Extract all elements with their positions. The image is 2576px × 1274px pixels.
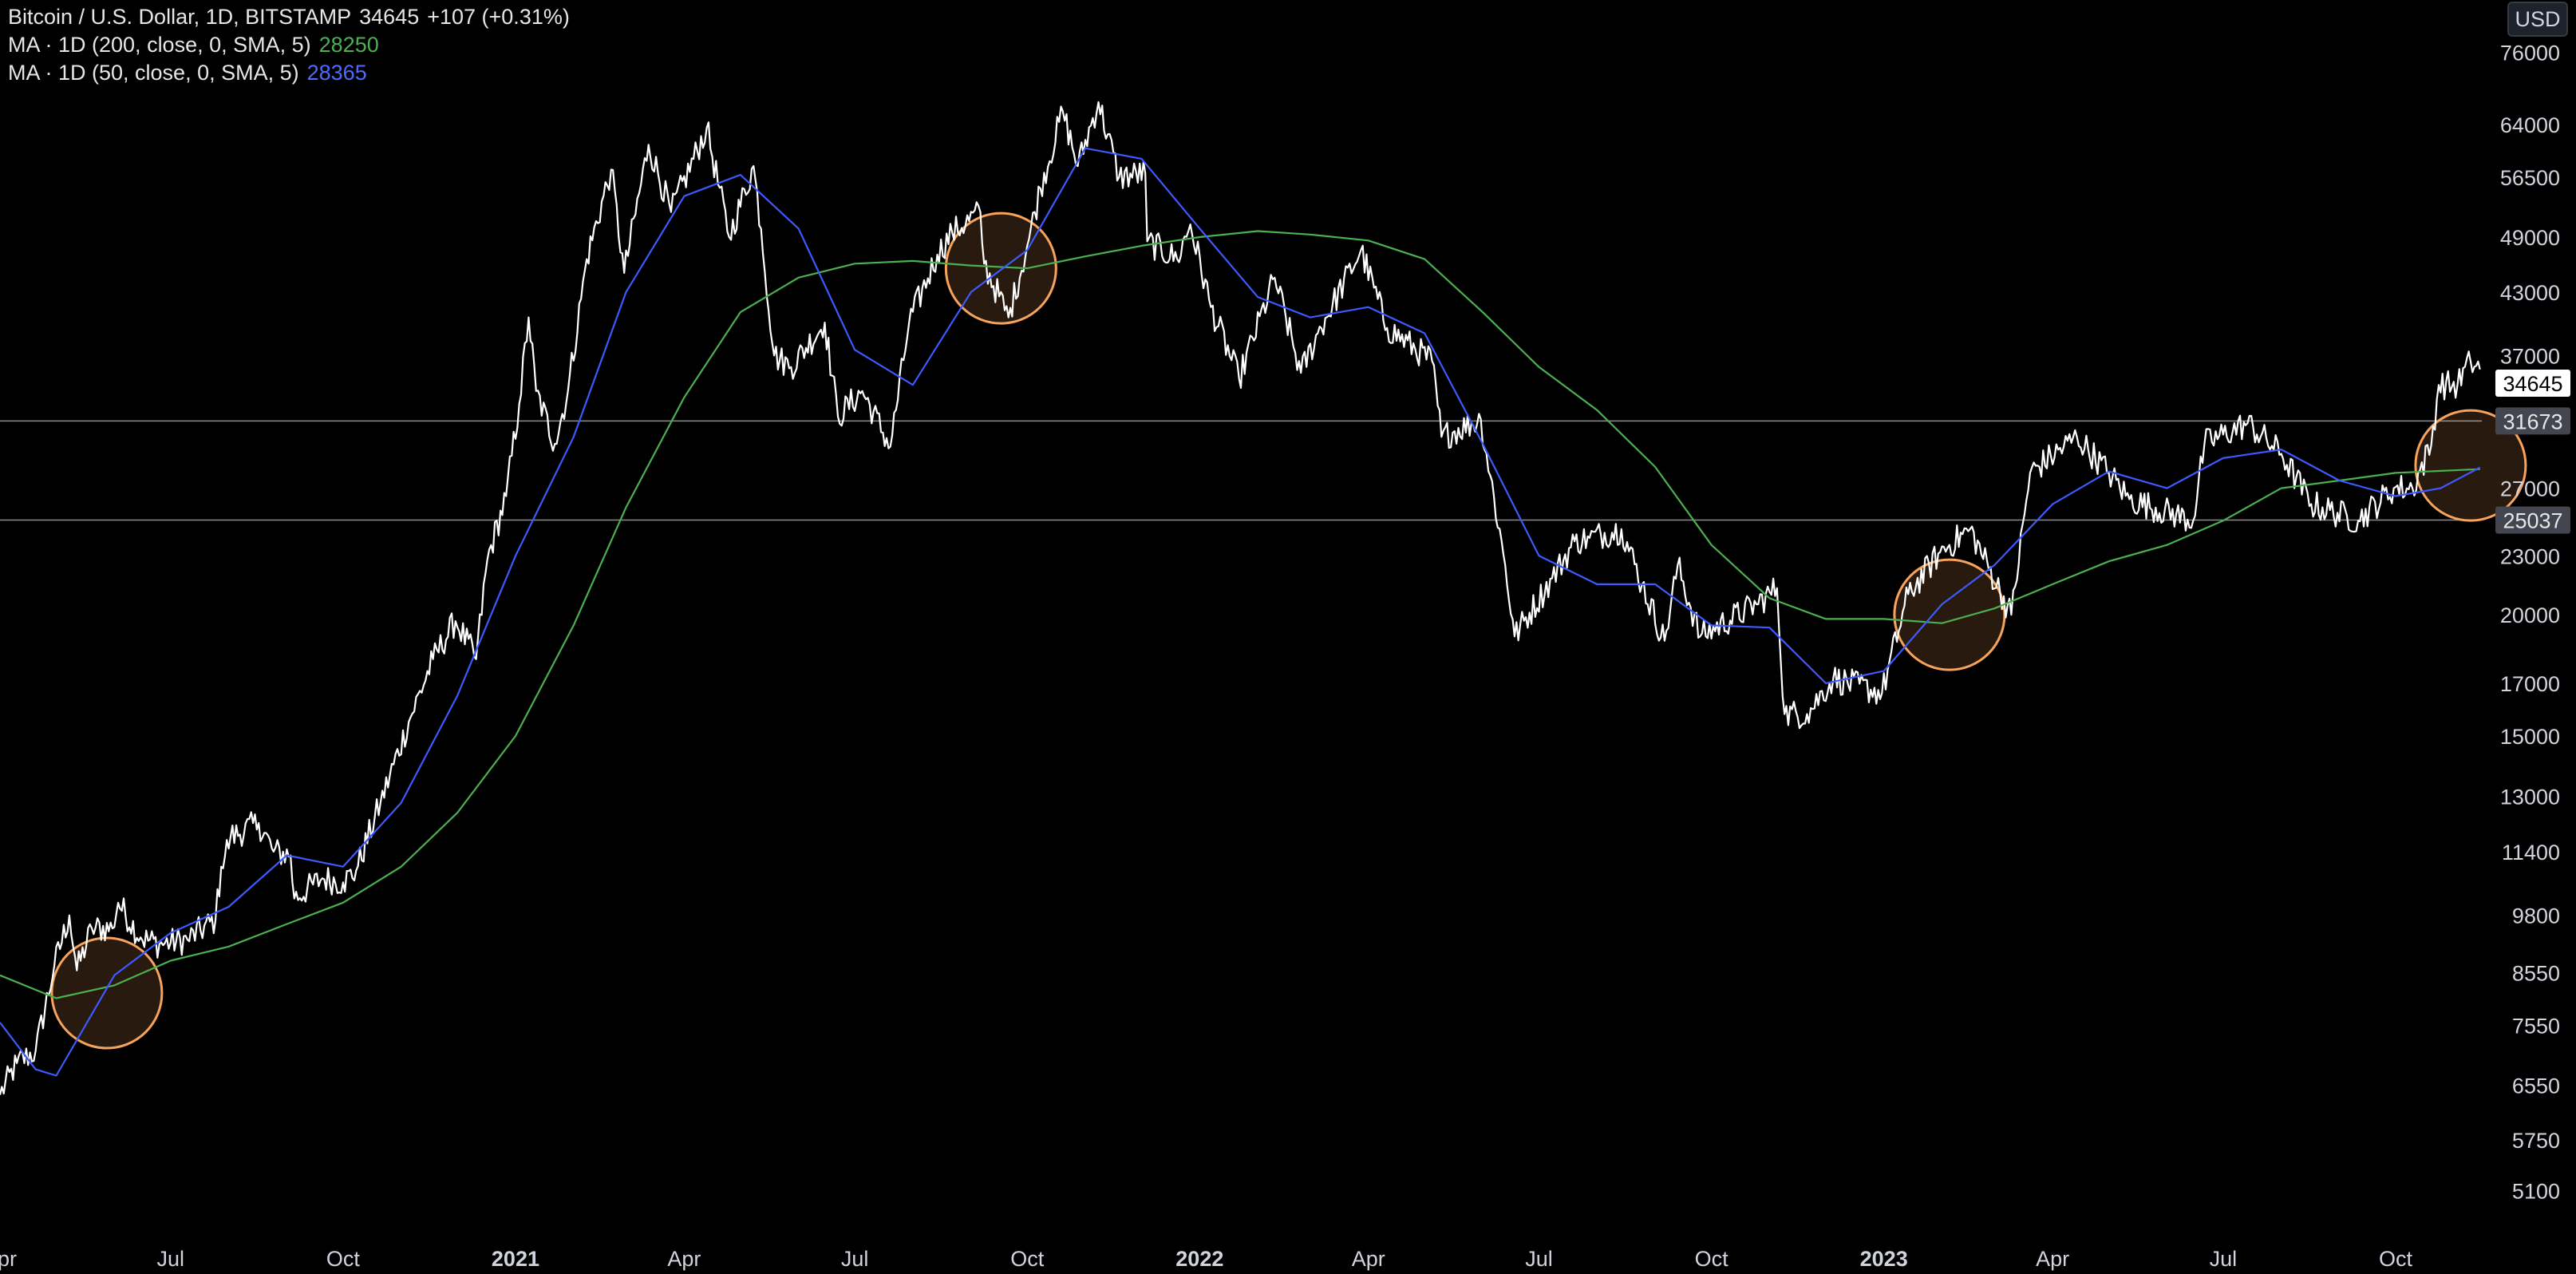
y-tick-label: 56500 — [2500, 166, 2560, 190]
x-tick-label: Oct — [2379, 1247, 2413, 1271]
x-tick-label: Jul — [841, 1247, 869, 1271]
y-tick-label: 6550 — [2512, 1074, 2560, 1098]
y-tick-label: 76000 — [2500, 41, 2560, 65]
ma200-row[interactable]: MA · 1D (200, close, 0, SMA, 5) 28250 — [8, 31, 578, 59]
x-tick-label: Oct — [1695, 1247, 1729, 1271]
ma50-line — [0, 147, 2481, 1077]
x-tick-label: Jul — [156, 1247, 184, 1271]
y-tick-label: 64000 — [2500, 113, 2560, 137]
y-tick-label: 7550 — [2512, 1014, 2560, 1038]
x-tick-label: 2022 — [1175, 1247, 1223, 1271]
x-tick-label: Apr — [2036, 1247, 2069, 1271]
x-tick-label: Apr — [667, 1247, 701, 1271]
y-tick-label: 37000 — [2500, 344, 2560, 368]
x-tick-label: 2023 — [1860, 1247, 1908, 1271]
y-tick-label: 49000 — [2500, 226, 2560, 250]
price-axis[interactable]: 76000 64000 56500 49000 43000 37000 27000 23000… — [2500, 41, 2560, 1203]
last-price: 34645 — [359, 5, 420, 29]
ma200-line — [0, 230, 2480, 999]
y-tick-label: 5750 — [2512, 1129, 2560, 1153]
y-tick-label: 43000 — [2500, 281, 2560, 305]
y-tick-label: 15000 — [2500, 725, 2560, 749]
x-tick-label: Oct — [1010, 1247, 1045, 1271]
symbol-text: Bitcoin / U.S. Dollar, 1D, BITSTAMP — [8, 5, 352, 29]
chart-legend: Bitcoin / U.S. Dollar, 1D, BITSTAMP 34645… — [8, 3, 578, 87]
price-label-text: 34645 — [2503, 372, 2562, 396]
ma50-row[interactable]: MA · 1D (50, close, 0, SMA, 5) 28365 — [8, 59, 578, 87]
highlight-circle — [2414, 409, 2527, 522]
time-axis[interactable]: Apr Jul Oct 2021 Apr Jul Oct 2022 Apr Jul Oct 2023 A… — [0, 1247, 2412, 1271]
ma50-label: MA · 1D (50, close, 0, SMA, 5) — [8, 61, 299, 85]
ma200-label: MA · 1D (200, close, 0, SMA, 5) — [8, 33, 311, 57]
price-label-text: 25037 — [2503, 508, 2562, 532]
x-tick-label: Apr — [0, 1247, 17, 1271]
price-label-box — [2495, 506, 2570, 534]
y-tick-label: 11400 — [2502, 841, 2560, 864]
y-tick-label: 17000 — [2500, 672, 2560, 696]
horizontal-levels — [0, 420, 2482, 521]
price-label-text: 31673 — [2503, 410, 2562, 433]
y-tick-label: 8550 — [2512, 962, 2560, 986]
y-tick-label: 27000 — [2500, 477, 2560, 501]
y-tick-label: 9800 — [2512, 904, 2560, 928]
y-tick-label: 5100 — [2512, 1180, 2560, 1204]
x-tick-label: Apr — [1352, 1247, 1385, 1271]
y-tick-label: 23000 — [2500, 544, 2560, 568]
currency-button[interactable]: USD — [2507, 2, 2568, 37]
price-line — [0, 101, 2481, 1095]
highlight-circles — [50, 212, 2527, 1050]
ma200-value: 28250 — [318, 33, 379, 57]
x-tick-label: Jul — [2210, 1247, 2238, 1271]
price-label-box — [2495, 407, 2570, 435]
highlight-circle — [50, 936, 164, 1050]
price-label-box — [2495, 370, 2570, 398]
highlight-circle — [1893, 558, 2006, 671]
ma50-value: 28365 — [306, 61, 367, 85]
y-tick-label: 13000 — [2500, 785, 2560, 809]
price-change: +107 (+0.31%) — [427, 5, 570, 29]
symbol-row[interactable]: Bitcoin / U.S. Dollar, 1D, BITSTAMP 34645… — [8, 3, 578, 31]
x-tick-label: 2021 — [492, 1247, 539, 1271]
price-labels: 34645 31673 25037 — [2495, 370, 2570, 534]
chart-series — [0, 101, 2481, 1095]
x-tick-label: Oct — [326, 1247, 361, 1271]
y-tick-label: 20000 — [2500, 603, 2560, 627]
x-tick-label: Jul — [1525, 1247, 1553, 1271]
